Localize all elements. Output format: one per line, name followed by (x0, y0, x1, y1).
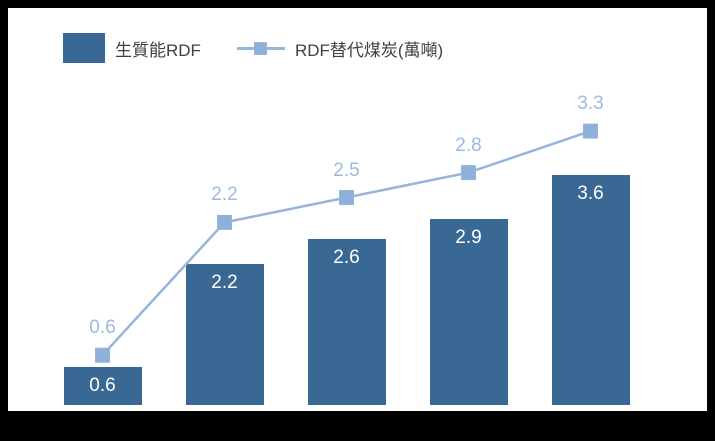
legend-line-marker-icon (253, 41, 267, 55)
line-value-label: 3.3 (577, 93, 604, 115)
line-marker-icon (339, 190, 354, 205)
line-marker-icon (461, 165, 476, 181)
line-series (95, 123, 598, 363)
line-marker-icon (583, 123, 598, 139)
legend-bar-swatch-icon (63, 33, 105, 63)
line-value-label: 2.8 (455, 134, 482, 156)
bar-value-label: 2.2 (211, 272, 238, 293)
legend-bar-label: 生質能RDF (115, 40, 201, 60)
line-marker-icon (217, 214, 232, 230)
legend: 生質能RDF RDF替代煤炭(萬噸) (63, 33, 443, 63)
bar (63, 367, 142, 405)
line-value-label: 2.5 (333, 159, 360, 181)
bar-value-label: 2.9 (455, 227, 482, 248)
bar (185, 264, 264, 405)
plot-area: 0.6 2.2 2.6 2.9 3.6 0.6 2.2 2.5 2.8 3.3 (8, 8, 707, 411)
legend-line-swatch-icon (236, 41, 285, 56)
line-value-label: 0.6 (89, 317, 116, 339)
line-marker-icon (95, 347, 110, 363)
chart-panel: 0.6 2.2 2.6 2.9 3.6 0.6 2.2 2.5 2.8 3.3 生質能RDF RD… (8, 8, 707, 411)
bar (551, 175, 630, 405)
line-value-label: 2.2 (211, 184, 238, 206)
bar-value-label: 3.6 (577, 183, 604, 204)
bar (307, 239, 386, 405)
legend-line-label: RDF替代煤炭(萬噸) (294, 40, 444, 60)
bar (429, 219, 508, 405)
bar-value-label: 0.6 (89, 375, 116, 396)
bar-value-label: 2.6 (333, 247, 360, 268)
